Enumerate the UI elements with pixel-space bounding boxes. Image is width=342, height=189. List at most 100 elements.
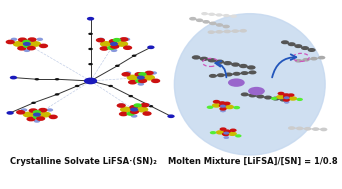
Circle shape [225,73,233,77]
Circle shape [219,107,227,111]
Circle shape [113,38,121,42]
Circle shape [147,46,155,49]
Circle shape [240,71,249,75]
Circle shape [137,82,144,86]
Circle shape [249,70,256,74]
Circle shape [208,13,215,16]
Circle shape [130,110,139,114]
Circle shape [123,45,132,50]
Circle shape [136,107,148,112]
Circle shape [132,55,136,57]
Circle shape [304,127,311,131]
Circle shape [228,132,237,136]
Circle shape [119,37,129,42]
Circle shape [223,102,231,105]
Circle shape [295,59,302,63]
Circle shape [294,44,302,48]
Circle shape [128,80,137,84]
Circle shape [215,30,223,34]
Circle shape [220,127,227,131]
Circle shape [167,114,175,118]
Circle shape [10,76,17,79]
Circle shape [145,71,154,75]
Circle shape [223,14,229,17]
Ellipse shape [174,14,325,155]
Circle shape [308,48,316,52]
Circle shape [225,105,234,109]
Circle shape [248,87,265,95]
Circle shape [131,114,137,118]
Circle shape [230,15,237,18]
Circle shape [216,130,225,135]
Circle shape [47,108,53,112]
Circle shape [320,128,327,131]
Circle shape [75,85,79,87]
Circle shape [55,78,60,81]
Circle shape [200,57,208,61]
Circle shape [217,73,225,77]
Circle shape [277,92,285,95]
Circle shape [129,105,139,110]
Circle shape [87,79,94,83]
Circle shape [33,113,41,117]
Circle shape [207,106,213,109]
Circle shape [312,127,319,131]
Circle shape [284,96,290,99]
Circle shape [127,112,135,116]
Circle shape [219,104,226,108]
Circle shape [288,96,297,101]
Circle shape [110,44,119,49]
Circle shape [213,100,220,104]
Circle shape [124,71,131,75]
Circle shape [107,46,116,50]
Circle shape [150,71,157,75]
Circle shape [138,72,147,76]
Circle shape [137,76,145,80]
Circle shape [284,101,289,104]
Circle shape [143,75,155,81]
Circle shape [276,95,285,99]
Circle shape [87,79,94,83]
Circle shape [109,39,118,44]
Circle shape [29,108,38,113]
Circle shape [49,115,58,119]
Circle shape [123,38,130,41]
Circle shape [11,38,17,41]
Circle shape [296,127,303,130]
Circle shape [87,79,94,83]
Circle shape [23,44,31,48]
Text: Molten Mixture [LiFSA]/[SN] = 1/0.8: Molten Mixture [LiFSA]/[SN] = 1/0.8 [168,157,338,166]
Circle shape [88,33,93,35]
Circle shape [26,117,36,121]
Circle shape [84,78,97,84]
Circle shape [5,40,15,44]
Circle shape [138,79,147,83]
Circle shape [288,93,294,97]
Circle shape [18,37,27,42]
Circle shape [247,65,255,70]
Circle shape [33,110,41,114]
Circle shape [224,30,231,33]
Circle shape [279,98,288,102]
Circle shape [100,41,111,47]
Circle shape [220,105,226,108]
Circle shape [31,102,36,104]
Circle shape [215,60,224,64]
Circle shape [281,40,289,44]
Text: Crystalline Solvate LiFSA·(SN)₂: Crystalline Solvate LiFSA·(SN)₂ [10,157,157,166]
Circle shape [16,110,25,115]
Circle shape [301,46,309,50]
Circle shape [142,111,152,116]
Circle shape [235,134,241,138]
Circle shape [208,58,216,62]
Circle shape [220,109,226,112]
Circle shape [23,112,35,118]
Circle shape [117,103,126,108]
Circle shape [284,101,289,104]
Circle shape [288,42,295,46]
Circle shape [209,22,216,25]
Circle shape [118,103,124,107]
Circle shape [249,93,256,98]
Circle shape [120,107,132,112]
Circle shape [27,37,37,42]
